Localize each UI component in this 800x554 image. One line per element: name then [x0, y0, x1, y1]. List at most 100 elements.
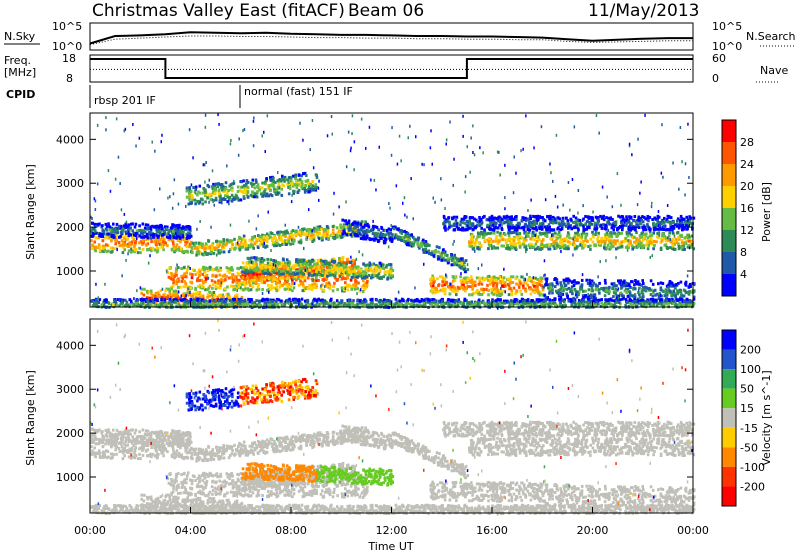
power-cell	[620, 294, 624, 297]
power-cell	[506, 238, 509, 242]
power-cell	[350, 285, 353, 289]
power-cell	[517, 285, 521, 289]
power-cell	[616, 239, 619, 243]
power-cell	[344, 281, 347, 285]
power-cell	[254, 178, 258, 182]
power-cell	[168, 266, 171, 270]
power-cell	[299, 229, 302, 232]
power-cell	[279, 230, 282, 234]
power-cell	[498, 223, 501, 227]
power-cell	[204, 194, 207, 197]
power-cell	[260, 274, 263, 278]
power-cell	[160, 245, 163, 249]
power-cell	[362, 284, 365, 287]
power-cell	[554, 277, 557, 280]
power-cell	[463, 216, 466, 220]
power-cell	[355, 230, 358, 234]
power-cell	[371, 237, 374, 241]
power-cell	[616, 246, 620, 250]
power-cell	[597, 219, 600, 223]
power-cell	[553, 247, 556, 250]
power-cell	[470, 224, 473, 228]
power-cell	[164, 225, 167, 229]
power-cell	[535, 221, 538, 225]
power-cell	[570, 285, 574, 289]
power-cell	[176, 227, 179, 231]
power-cell	[413, 237, 416, 241]
power-cell	[603, 288, 606, 292]
power-cell	[645, 232, 648, 236]
power-cell	[297, 188, 301, 192]
power-cell	[409, 242, 413, 246]
power-cell	[158, 231, 162, 235]
power-cell	[93, 240, 96, 244]
power-cell	[653, 288, 657, 292]
power-cell	[653, 244, 656, 247]
power-cell	[127, 245, 130, 248]
power-cell	[241, 274, 245, 278]
power-cell	[229, 239, 233, 243]
power-cell	[208, 246, 211, 250]
power-cell	[561, 216, 565, 220]
power-cell	[559, 244, 562, 248]
power-cell	[315, 286, 318, 290]
power-cell	[217, 249, 221, 253]
power-cell	[494, 239, 498, 243]
power-cell	[668, 220, 672, 224]
power-cell	[232, 195, 236, 199]
power-cell	[148, 290, 151, 294]
power-cell	[313, 226, 316, 230]
power-cell	[345, 233, 349, 237]
power-cell	[266, 278, 269, 282]
power-cell	[219, 266, 222, 270]
power-cell	[548, 225, 551, 229]
power-cell	[238, 189, 242, 192]
power-cell	[284, 178, 288, 181]
power-cell	[515, 232, 519, 236]
power-cell	[174, 294, 177, 297]
power-cell	[482, 288, 486, 291]
power-cell	[654, 217, 658, 221]
power-cell	[471, 222, 475, 226]
power-cell	[180, 303, 184, 307]
power-cell	[477, 292, 480, 296]
power-cell	[549, 219, 552, 223]
power-cell	[282, 184, 285, 188]
power-cell	[538, 279, 541, 283]
power-cell	[310, 235, 314, 239]
power-cell	[235, 295, 239, 299]
power-cell	[494, 278, 498, 282]
power-cell	[681, 226, 684, 230]
power-cell	[442, 256, 445, 260]
noise-ytick-high: 10^5	[52, 20, 82, 33]
power-cell	[453, 286, 457, 290]
power-cell	[571, 243, 575, 246]
power-cell	[248, 245, 251, 249]
power-cell	[682, 227, 686, 231]
power-cell	[679, 280, 683, 284]
power-cell	[258, 239, 261, 242]
power-cell	[449, 256, 452, 260]
power-cell	[202, 265, 205, 269]
power-cell	[476, 290, 480, 294]
power-cell	[470, 234, 474, 238]
power-cell	[400, 229, 403, 233]
power-cell	[425, 250, 428, 254]
power-cell	[301, 281, 305, 285]
power-cell	[340, 229, 343, 233]
power-cell	[653, 226, 657, 230]
power-cell	[203, 188, 206, 192]
power-cell	[197, 252, 201, 256]
power-cell	[625, 215, 628, 219]
power-cell	[646, 247, 650, 251]
power-cell	[548, 291, 551, 295]
power-cell	[492, 284, 495, 288]
power-cell	[271, 236, 275, 240]
power-cell	[357, 281, 360, 285]
power-cell	[184, 240, 187, 244]
power-cell	[581, 289, 585, 293]
power-cell	[480, 221, 484, 225]
power-cell	[629, 293, 632, 297]
power-cell	[688, 282, 692, 286]
power-cell	[227, 250, 231, 254]
